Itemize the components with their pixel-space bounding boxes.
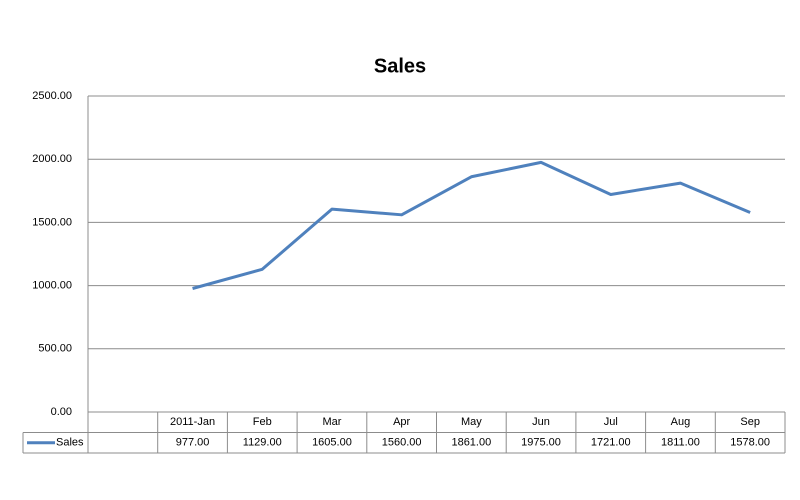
data-table-value: 1560.00	[382, 437, 422, 449]
x-tick-label: Apr	[393, 416, 410, 428]
data-table-value: 1811.00	[661, 437, 700, 449]
y-tick-label: 0.00	[51, 406, 72, 418]
data-table-value: 1129.00	[243, 437, 282, 449]
y-tick-label: 500.00	[38, 343, 72, 355]
x-tick-label: Mar	[322, 416, 341, 428]
y-tick-label: 2500.00	[32, 90, 72, 102]
data-table-value: 1721.00	[591, 437, 631, 449]
legend-label: Sales	[56, 437, 84, 449]
x-tick-label: Jun	[532, 416, 550, 428]
y-tick-label: 1500.00	[32, 216, 72, 228]
data-table-value: 977.00	[176, 437, 210, 449]
x-tick-label: May	[461, 416, 482, 428]
x-tick-label: Aug	[671, 416, 691, 428]
data-table-value: 1605.00	[312, 437, 352, 449]
chart-title: Sales	[374, 55, 426, 77]
y-tick-label: 2000.00	[32, 153, 72, 165]
x-tick-label: Feb	[253, 416, 272, 428]
data-table-value: 1861.00	[451, 437, 491, 449]
y-tick-label: 1000.00	[32, 280, 72, 292]
line-series	[192, 160, 751, 290]
data-table-value: 1975.00	[521, 437, 561, 449]
x-tick-label: Sep	[740, 416, 760, 428]
data-table-value: 1578.00	[730, 437, 770, 449]
x-tick-label: Jul	[604, 416, 618, 428]
x-tick-label: 2011-Jan	[170, 416, 215, 428]
